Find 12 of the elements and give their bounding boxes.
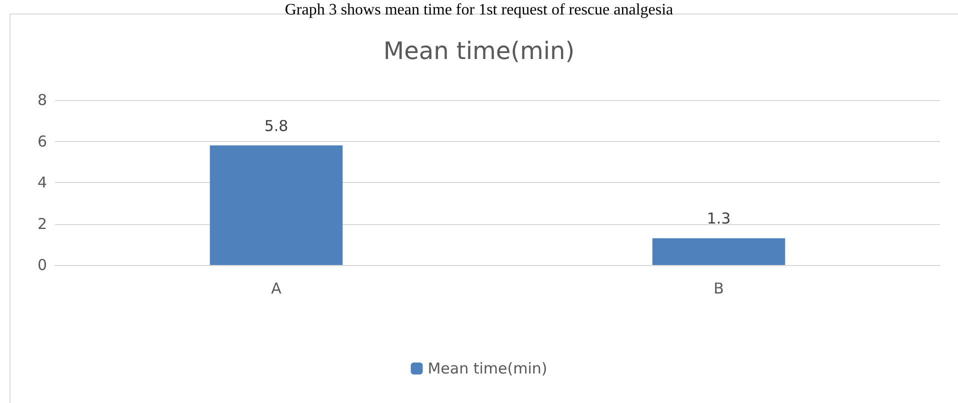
chart-title: Mean time(min) [383,37,575,65]
caption: Graph 3 shows mean time for 1st request of rescue analgesia [284,2,674,18]
y-tick-label: 8 [37,91,47,109]
y-tick-label: 4 [37,174,47,192]
x-tick-label: B [714,280,724,298]
y-tick-label: 0 [37,256,47,274]
x-tick-label: A [271,280,282,298]
data-label: 5.8 [264,116,288,135]
data-label: 1.3 [706,210,731,228]
y-tick-label: 6 [37,132,47,150]
legend-label: Mean time(min) [428,360,548,378]
y-tick-label: 2 [37,214,47,233]
